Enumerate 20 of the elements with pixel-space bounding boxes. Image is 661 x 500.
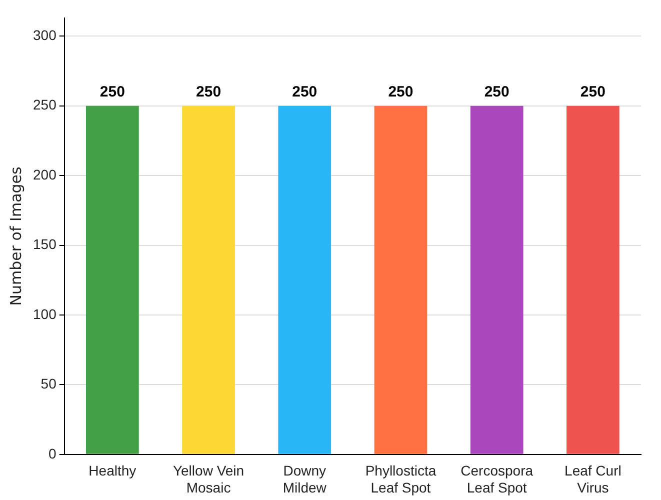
data-label: 250 (388, 83, 414, 100)
x-tick-label: Downy Mildew (282, 462, 328, 496)
x-tick-label: Yellow Vein Mosaic (172, 462, 244, 496)
x-tick-label: Leaf Curl Virus (564, 462, 622, 496)
data-label: 250 (196, 83, 222, 100)
data-label: 250 (100, 83, 125, 100)
y-tick-label: 50 (40, 376, 57, 392)
x-tick-label: Phyllosticta Leaf Spot (365, 462, 436, 496)
x-tick-label: Healthy (88, 462, 136, 479)
y-tick-label: 0 (48, 445, 57, 462)
y-tick-label: 150 (33, 236, 57, 252)
y-tick-label: 100 (33, 306, 57, 322)
y-tick-label: 200 (33, 166, 57, 182)
data-label: 250 (580, 83, 606, 100)
y-axis-title: Number of Images (6, 166, 25, 306)
y-tick-label: 300 (33, 26, 57, 43)
data-label: 250 (484, 83, 510, 100)
data-label: 250 (292, 83, 318, 100)
y-tick-label: 250 (33, 96, 57, 113)
x-tick-label: Cercospora Leaf Spot (460, 462, 534, 496)
